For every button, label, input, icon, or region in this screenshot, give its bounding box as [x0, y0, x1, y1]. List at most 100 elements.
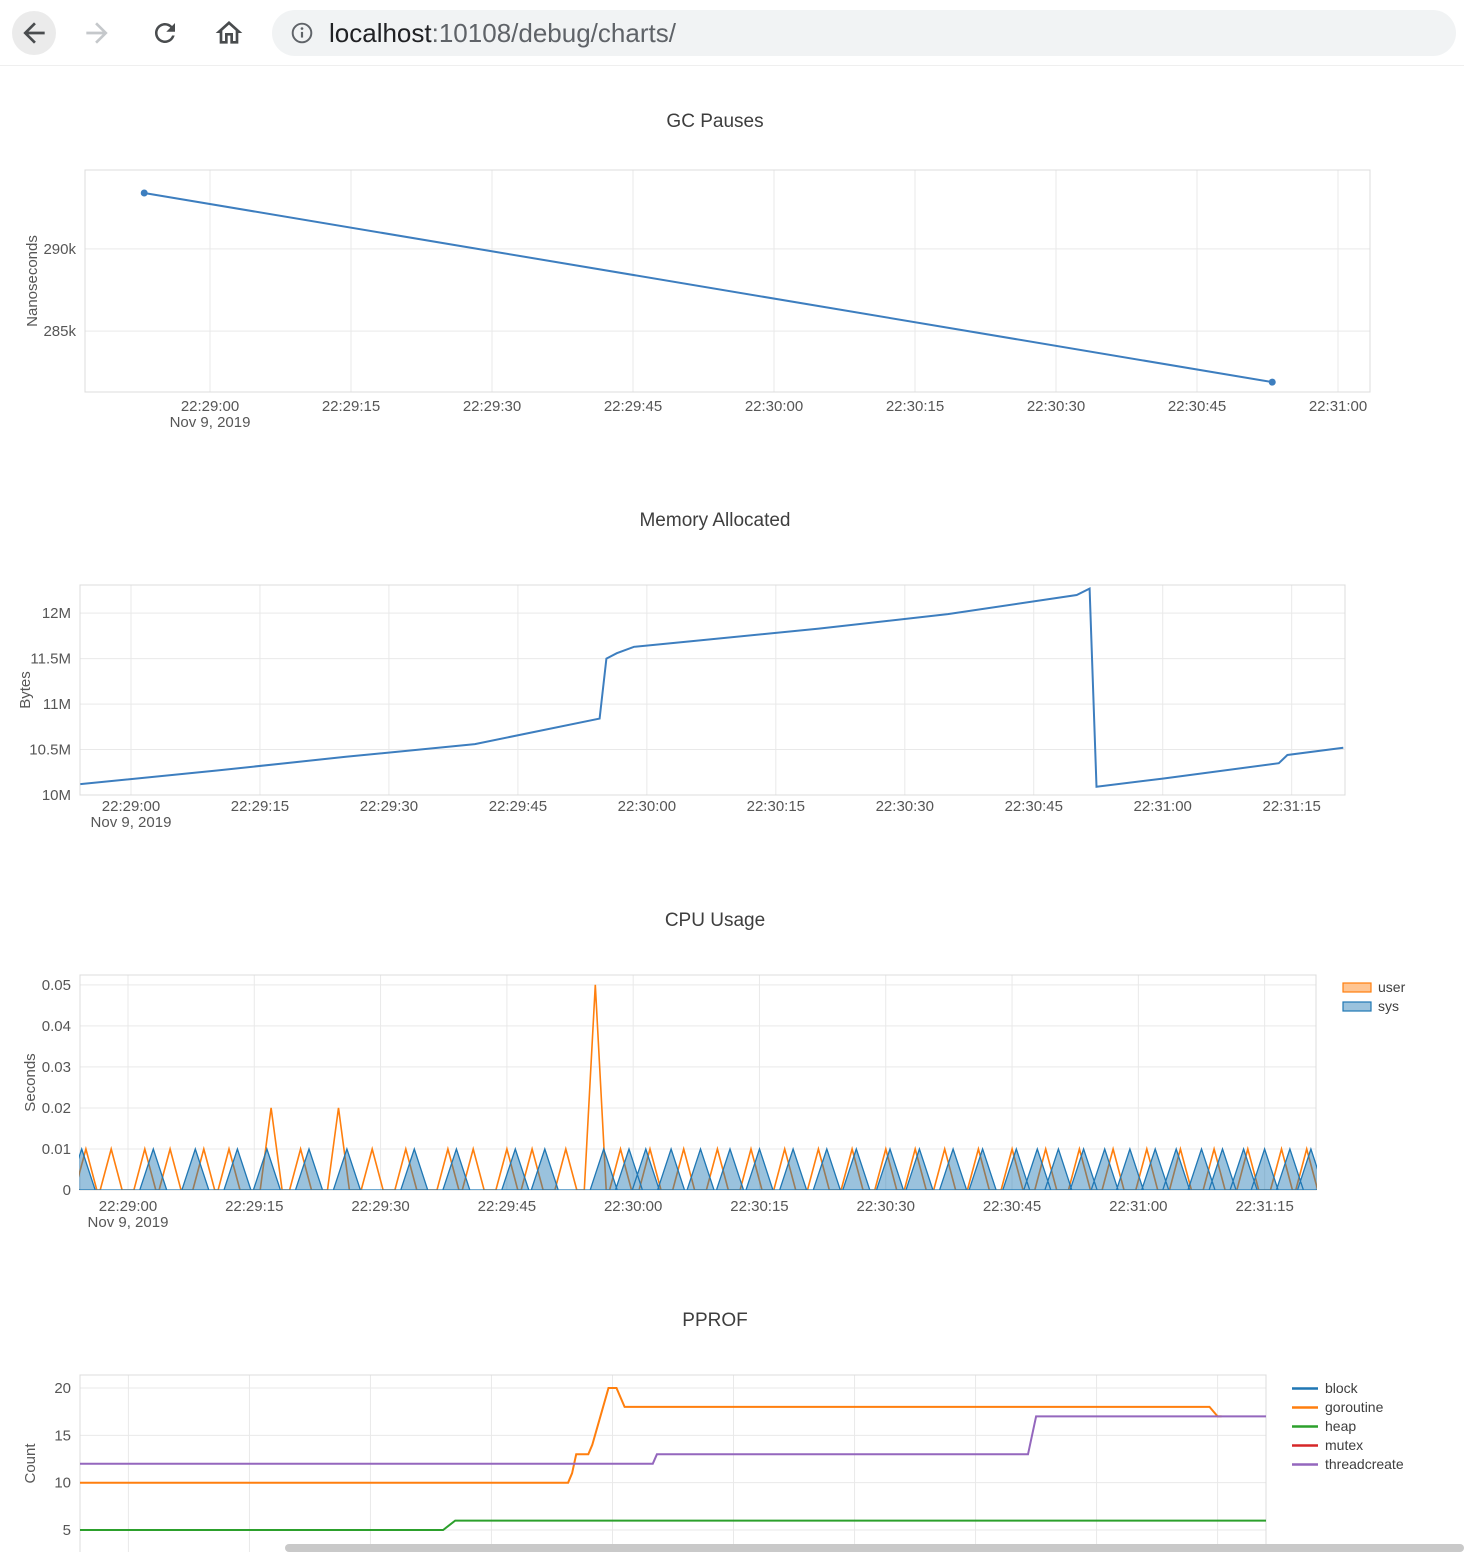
- x-tick-label: 22:31:00: [1134, 798, 1192, 815]
- legend: block goroutine heap mutex threadcreate: [1292, 1380, 1404, 1472]
- series-marker: [1268, 378, 1276, 386]
- chart-title-memory-allocated: Memory Allocated: [639, 510, 791, 531]
- legend-label: goroutine: [1325, 1399, 1384, 1415]
- x-tick-label: 22:31:15: [1235, 1198, 1293, 1215]
- series-bytes-allocated: [80, 587, 1344, 788]
- series-threadcreate: [80, 1415, 1266, 1465]
- x-tick-label: 22:30:15: [747, 798, 805, 815]
- x-tick-label: 22:30:00: [745, 398, 803, 415]
- y-tick-label: 0.04: [42, 1018, 71, 1035]
- series-sys: [79, 1146, 1317, 1190]
- forward-arrow-icon: [81, 17, 113, 49]
- chart-title-pprof: PPROF: [682, 1310, 748, 1331]
- url-host: localhost: [329, 17, 432, 48]
- pprof-plot: 5 10 15 20 Count block goroutine heap mutex threa…: [22, 1374, 1404, 1552]
- legend-item-threadcreate[interactable]: threadcreate: [1292, 1456, 1404, 1472]
- x-date-label: Nov 9, 2019: [170, 414, 251, 431]
- y-tick-label: 11.5M: [30, 651, 71, 668]
- legend-label: user: [1378, 979, 1406, 995]
- series-marker: [140, 189, 148, 197]
- x-tick-label: 22:29:45: [478, 1198, 536, 1215]
- x-tick-label: 22:29:00: [102, 798, 160, 815]
- legend-label: mutex: [1325, 1437, 1363, 1453]
- x-tick-label: 22:30:00: [618, 798, 676, 815]
- legend: user sys: [1342, 979, 1406, 1014]
- y-tick-label: 285k: [43, 323, 76, 340]
- series-gc-pause-ns: [144, 192, 1273, 384]
- y-tick-label: 10: [54, 1475, 71, 1492]
- legend-label: threadcreate: [1325, 1456, 1404, 1472]
- x-tick-label: 22:31:15: [1262, 798, 1320, 815]
- x-tick-label: 22:30:00: [604, 1198, 662, 1215]
- x-tick-label: 22:29:00: [99, 1198, 157, 1215]
- y-tick-label: 12M: [42, 605, 71, 622]
- site-info-icon[interactable]: [289, 20, 315, 46]
- x-tick-label: 22:29:15: [225, 1198, 283, 1215]
- chart-title-cpu-usage: CPU Usage: [664, 910, 766, 931]
- series-heap: [80, 1519, 1266, 1531]
- x-tick-label: 22:30:15: [886, 398, 944, 415]
- chart-section-cpu-usage: CPU Usage 22:29:00 Nov 9, 2019 22:29:15 22:…: [0, 845, 1464, 1250]
- reload-icon: [150, 18, 180, 48]
- y-tick-label: 20: [54, 1380, 71, 1397]
- x-tick-label: 22:29:30: [351, 1198, 409, 1215]
- legend-item-mutex[interactable]: mutex: [1292, 1437, 1363, 1453]
- x-tick-label: 22:30:30: [876, 798, 934, 815]
- legend-item-goroutine[interactable]: goroutine: [1292, 1399, 1384, 1415]
- gridlines: [85, 170, 1370, 392]
- y-tick-label: 11M: [43, 696, 71, 713]
- x-tick-label: 22:31:00: [1309, 398, 1367, 415]
- chart-section-memory-allocated: Memory Allocated 22:29:00 Nov 9, 2019 22:2…: [0, 445, 1464, 845]
- x-tick-label: 22:29:30: [360, 798, 418, 815]
- x-tick-label: 22:29:45: [604, 398, 662, 415]
- back-button[interactable]: [12, 11, 56, 55]
- gridlines: [80, 585, 1345, 796]
- gridlines: [80, 975, 1316, 1191]
- legend-label: heap: [1325, 1418, 1356, 1434]
- x-tick-label: 22:30:45: [1168, 398, 1226, 415]
- y-axis-title: Count: [22, 1443, 39, 1484]
- x-tick-label: 22:29:15: [322, 398, 380, 415]
- x-tick-label: 22:29:15: [231, 798, 289, 815]
- x-tick-label: 22:29:30: [463, 398, 521, 415]
- home-button[interactable]: [207, 11, 251, 55]
- url-text: localhost:10108/debug/charts/: [329, 18, 676, 49]
- series-user: [79, 984, 1317, 1190]
- series-goroutine: [80, 1387, 1222, 1484]
- x-tick-label: 22:30:30: [857, 1198, 915, 1215]
- y-tick-label: 0.02: [42, 1100, 71, 1117]
- legend-item-user[interactable]: user: [1342, 979, 1406, 995]
- x-tick-label: 22:30:15: [730, 1198, 788, 1215]
- x-tick-label: 22:30:30: [1027, 398, 1085, 415]
- reload-button[interactable]: [143, 11, 187, 55]
- y-axis-title: Seconds: [22, 1053, 39, 1111]
- url-path: :10108/debug/charts/: [431, 17, 676, 48]
- horizontal-scrollbar-thumb[interactable]: [285, 1544, 1464, 1552]
- y-tick-label: 290k: [43, 241, 76, 258]
- y-tick-label: 0.01: [42, 1141, 71, 1158]
- x-tick-label: 22:31:00: [1109, 1198, 1167, 1215]
- x-date-label: Nov 9, 2019: [91, 814, 172, 831]
- browser-toolbar: localhost:10108/debug/charts/: [0, 0, 1464, 66]
- x-tick-label: 22:29:00: [181, 398, 239, 415]
- y-tick-label: 0.03: [42, 1059, 71, 1076]
- legend-item-sys[interactable]: sys: [1342, 998, 1399, 1014]
- y-tick-label: 5: [63, 1522, 71, 1539]
- y-tick-label: 0.05: [42, 977, 71, 994]
- legend-item-heap[interactable]: heap: [1292, 1418, 1356, 1434]
- url-bar[interactable]: localhost:10108/debug/charts/: [272, 10, 1456, 56]
- x-tick-label: 22:30:45: [1005, 798, 1063, 815]
- legend-item-block[interactable]: block: [1292, 1380, 1359, 1396]
- chart-section-pprof: PPROF 5 10 15 20 Count block goroutine heap mute…: [0, 1250, 1464, 1552]
- x-tick-label: 22:29:45: [489, 798, 547, 815]
- legend-label: sys: [1378, 998, 1399, 1014]
- forward-button[interactable]: [75, 11, 119, 55]
- home-icon: [213, 17, 245, 49]
- x-date-label: Nov 9, 2019: [88, 1214, 169, 1231]
- x-tick-label: 22:30:45: [983, 1198, 1041, 1215]
- y-tick-label: 0: [63, 1182, 71, 1199]
- legend-label: block: [1325, 1380, 1359, 1396]
